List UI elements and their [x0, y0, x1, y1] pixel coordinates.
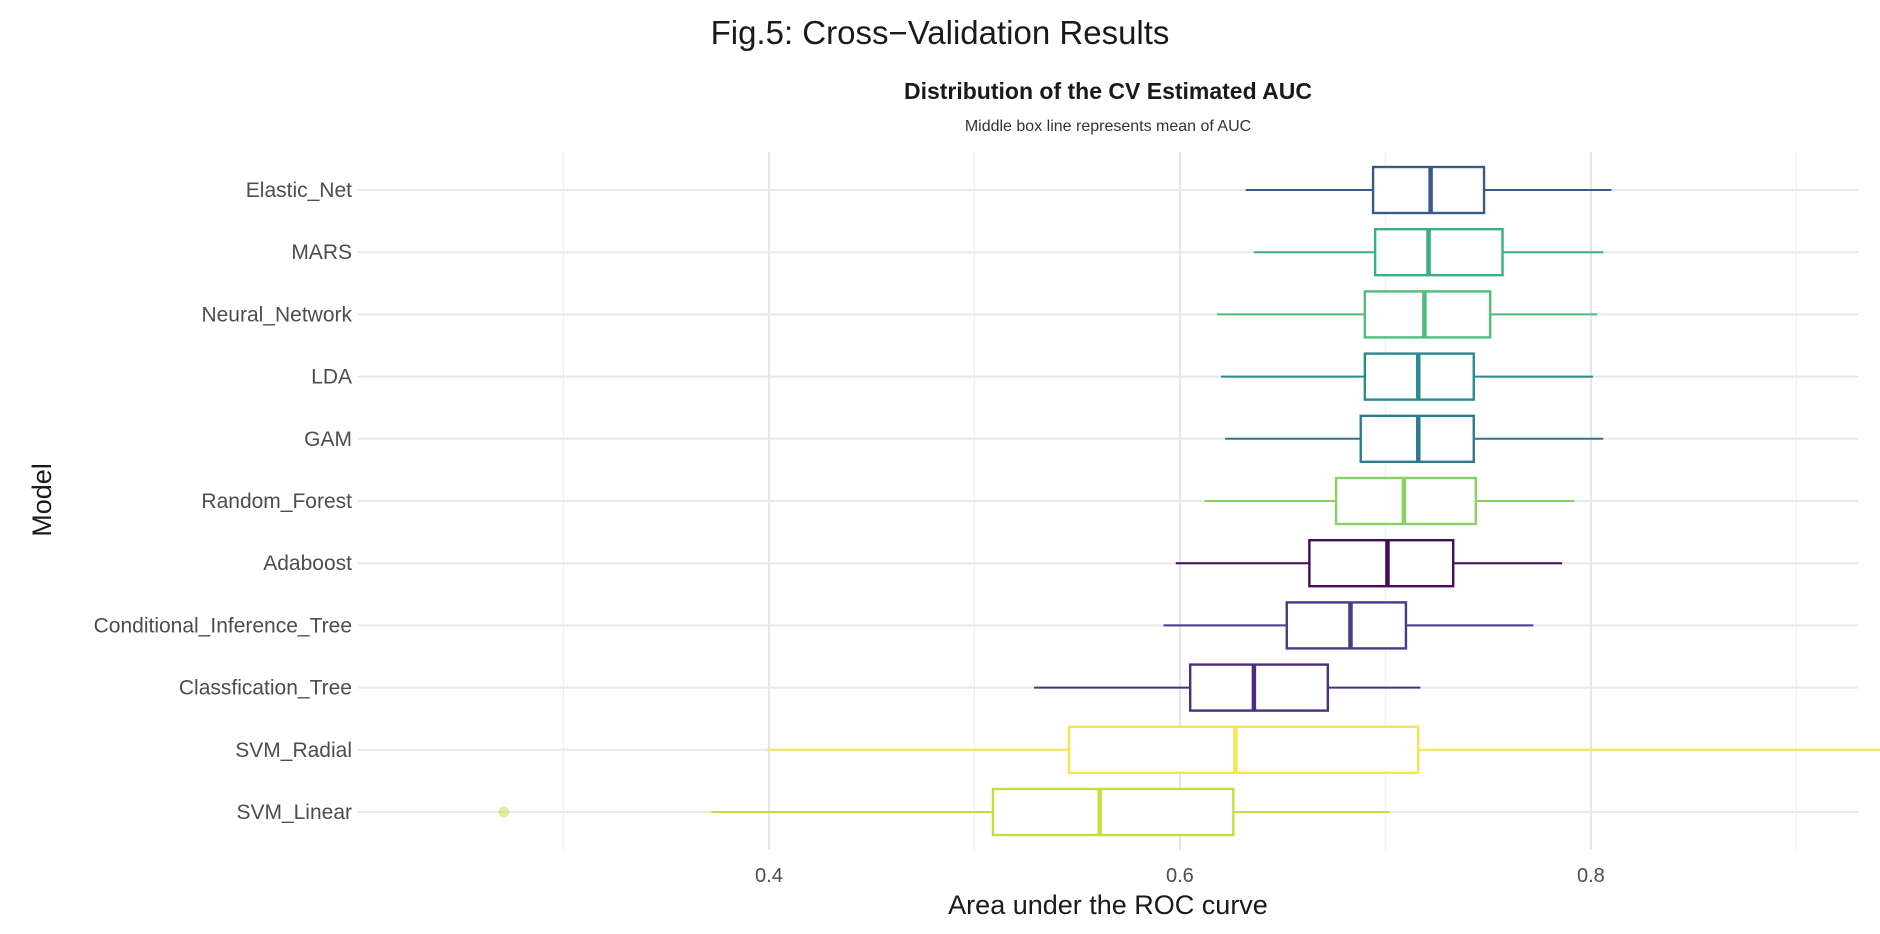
- iqr-box: [1067, 725, 1420, 774]
- y-category-label: GAM: [304, 428, 352, 451]
- y-axis-title: Model: [27, 463, 57, 537]
- label-layer: 0.4 0.6 0.8 Elastic_Net MARS Neural_Network LD…: [94, 179, 1605, 887]
- iqr-box: [991, 787, 1235, 837]
- box-svm-radial: [766, 725, 1880, 774]
- x-tick-label: 0.8: [1577, 865, 1605, 887]
- box-layer: [498, 165, 1880, 837]
- y-category-label: Classfication_Tree: [179, 677, 352, 700]
- box-random-forest: [1204, 476, 1575, 526]
- iqr-box: [1363, 290, 1492, 339]
- y-category-label: LDA: [311, 366, 352, 389]
- y-category-label: Conditional_Inference_Tree: [94, 614, 352, 637]
- box-mars: [1253, 227, 1604, 277]
- chart-subtitle: Middle box line represents mean of AUC: [964, 118, 1252, 135]
- box-neural-network: [1216, 290, 1598, 339]
- box-classfication-tree: [1034, 663, 1421, 712]
- y-category-label: Neural_Network: [201, 303, 352, 326]
- iqr-box: [1188, 663, 1330, 712]
- y-category-label: Adaboost: [263, 552, 352, 575]
- y-category-label: MARS: [291, 241, 352, 264]
- box-adaboost: [1175, 539, 1563, 588]
- box-svm-linear: [498, 787, 1390, 837]
- iqr-box: [1285, 601, 1408, 650]
- y-category-label: SVM_Linear: [236, 801, 352, 824]
- box-conditional-inference-tree: [1163, 601, 1534, 650]
- chart-title: Distribution of the CV Estimated AUC: [903, 78, 1313, 104]
- x-axis-title: Area under the ROC curve: [948, 890, 1268, 920]
- outlier-point: [498, 806, 510, 818]
- y-category-label: Random_Forest: [201, 490, 352, 513]
- box-gam: [1225, 414, 1604, 463]
- x-tick-label: 0.4: [755, 865, 783, 887]
- box-elastic-net: [1245, 165, 1612, 215]
- box-lda: [1221, 352, 1593, 401]
- iqr-box: [1308, 539, 1455, 588]
- iqr-box: [1373, 227, 1504, 277]
- y-category-label: Elastic_Net: [246, 179, 352, 202]
- y-category-label: SVM_Radial: [235, 739, 352, 762]
- x-tick-label: 0.6: [1166, 865, 1194, 887]
- figure-title: Fig.5: Cross−Validation Results: [710, 14, 1170, 51]
